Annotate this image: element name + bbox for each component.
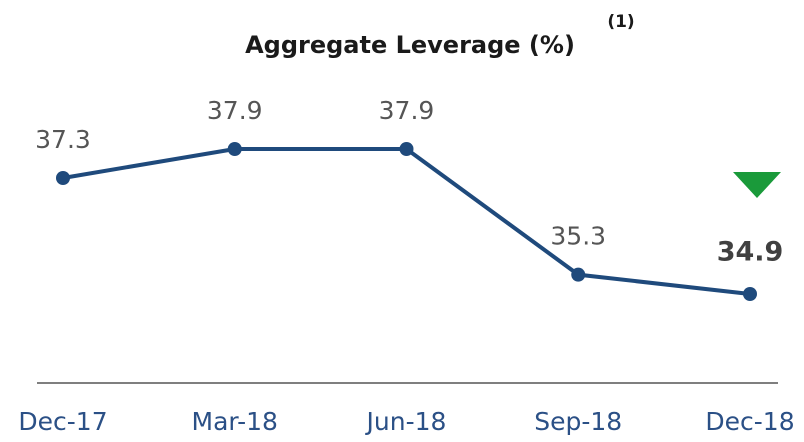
- chart-title: Aggregate Leverage (%): [245, 31, 575, 59]
- point: [56, 171, 70, 185]
- value-label: 37.9: [207, 96, 263, 125]
- value-label: 34.9: [717, 237, 784, 268]
- x-tick-label: Mar-18: [192, 407, 278, 436]
- point: [227, 142, 242, 156]
- value-label: 35.3: [550, 222, 606, 251]
- x-tick-label: Sep-18: [534, 407, 622, 436]
- point: [571, 267, 586, 282]
- line: [62, 147, 751, 296]
- x-tick-label: Dec-17: [18, 407, 107, 436]
- value-label: 37.3: [35, 125, 91, 154]
- value-label: 37.9: [379, 96, 435, 125]
- x-tick-label: Dec-18: [705, 407, 794, 436]
- point: [399, 142, 414, 156]
- point: [743, 287, 757, 301]
- title-note: (1): [607, 12, 634, 32]
- x-tick-label: Jun-18: [365, 407, 447, 436]
- decrease-indicator: [733, 172, 781, 198]
